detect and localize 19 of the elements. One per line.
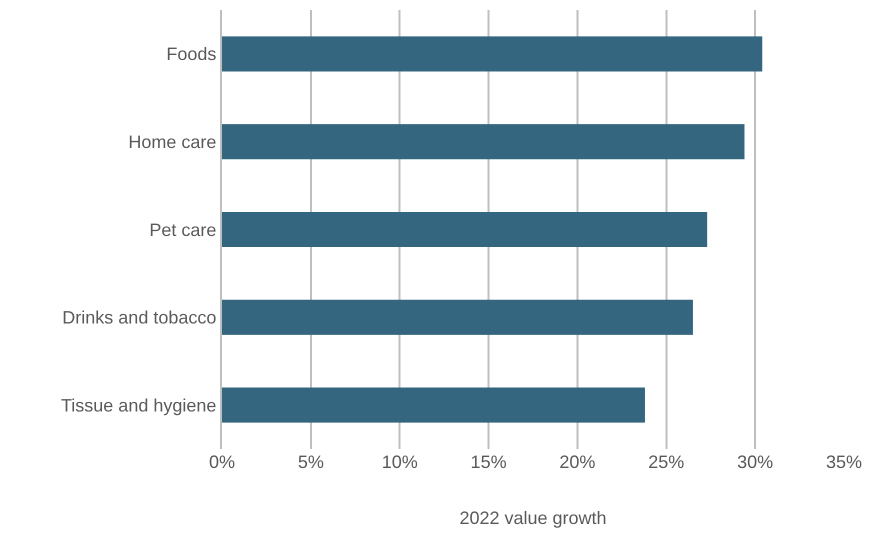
x-tick-label: 15% [470, 452, 507, 472]
x-tick-label: 25% [648, 452, 684, 472]
bar [222, 36, 762, 72]
x-tick-label: 20% [559, 452, 596, 472]
y-tick-label: Home care [128, 132, 216, 152]
x-axis-title: 2022 value growth [459, 508, 607, 528]
x-tick-label: 30% [737, 452, 774, 472]
y-tick-label: Drinks and tobacco [62, 308, 216, 328]
bar [222, 388, 645, 423]
bar [222, 124, 744, 160]
y-tick-label: Tissue and hygiene [60, 395, 216, 416]
bar [222, 212, 708, 248]
x-tick-label: 10% [382, 452, 418, 472]
x-tick-label: 0% [208, 452, 236, 472]
bar [222, 300, 693, 335]
x-tick-label: 35% [826, 452, 862, 472]
y-tick-label: Foods [166, 44, 216, 64]
y-tick-label: Pet care [149, 220, 216, 240]
x-tick-label: 5% [298, 452, 324, 472]
